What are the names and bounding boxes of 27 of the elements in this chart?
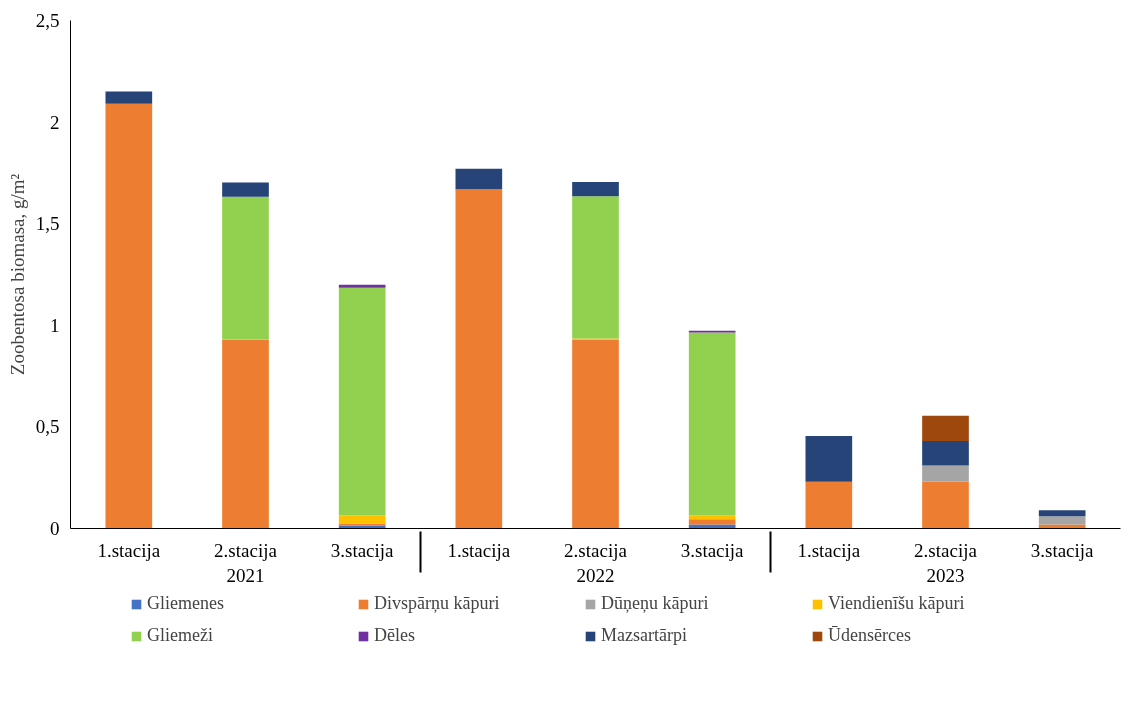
y-tick-label: 1 [50,314,60,336]
legend-label: Mazsartārpi [601,625,688,646]
text: 2021 [226,564,265,586]
text: 2023 [926,564,965,586]
y-tick-label: 1,5 [35,213,60,235]
legend-label: Ūdensērces [828,625,912,646]
legend-label: Divspārņu kāpuri [374,593,501,614]
x-tick-label: 1.stacija [97,539,161,561]
x-tick-label: 2.stacija [914,539,978,561]
y-tick-label: 0,5 [35,416,60,438]
x-tick-label: 2.stacija [564,539,628,561]
y-tick-label: 0 [50,518,60,539]
x-tick-label: 3.stacija [330,539,395,561]
y-tick-label: 2 [50,111,60,133]
y-axis-title: Zoobentosa biomasa, g/m² [6,173,28,376]
y-tick-label: 2,5 [35,10,60,31]
legend-label: Gliemenes [147,593,225,614]
x-tick-label: 1.stacija [797,539,861,561]
legend-label: Gliemeži [147,625,214,646]
x-tick-label: 3.stacija [680,539,745,561]
legend-label: Dūņeņu kāpuri [601,593,710,614]
x-tick-label: 1.stacija [447,539,511,561]
legend-label: Dēles [374,625,416,646]
legend-label: Viendienīšu kāpuri [828,593,966,614]
x-tick-label: 2.stacija [214,539,278,561]
x-tick-label: 3.stacija [1030,539,1095,561]
text: 2022 [576,564,615,586]
